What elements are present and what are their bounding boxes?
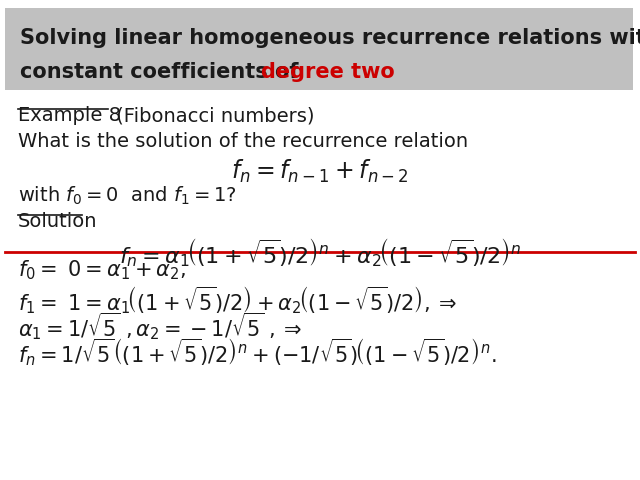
- Text: $f_0 = \ 0 = \alpha_1 + \alpha_2,$: $f_0 = \ 0 = \alpha_1 + \alpha_2,$: [18, 258, 186, 282]
- Text: Solution: Solution: [18, 212, 97, 231]
- Text: $f_n = \alpha_1\!\left((1+\sqrt{5})/2\right)^n + \alpha_2\!\left((1-\sqrt{5})/2\: $f_n = \alpha_1\!\left((1+\sqrt{5})/2\ri…: [118, 236, 522, 269]
- Text: $f_n = f_{n-1} + f_{n-2}$: $f_n = f_{n-1} + f_{n-2}$: [231, 158, 409, 185]
- Text: (Fibonacci numbers): (Fibonacci numbers): [110, 106, 314, 125]
- FancyBboxPatch shape: [5, 8, 633, 90]
- Text: Solving linear homogeneous recurrence relations with: Solving linear homogeneous recurrence re…: [20, 28, 640, 48]
- Text: degree two: degree two: [261, 62, 395, 82]
- Text: What is the solution of the recurrence relation: What is the solution of the recurrence r…: [18, 132, 468, 151]
- Text: constant coefficients of: constant coefficients of: [20, 62, 306, 82]
- Text: Example 8: Example 8: [18, 106, 121, 125]
- Text: $f_n = 1/\sqrt{5}\left((1+\sqrt{5})/2\right)^n + (-1/\sqrt{5})\!\left((1-\sqrt{5: $f_n = 1/\sqrt{5}\left((1+\sqrt{5})/2\ri…: [18, 336, 497, 368]
- Text: with $f_0 = 0$  and $f_1 = 1$?: with $f_0 = 0$ and $f_1 = 1$?: [18, 185, 237, 207]
- Text: $\alpha_1 = 1/\sqrt{5}\ ,\alpha_2 = -1/\sqrt{5}\ , \Rightarrow$: $\alpha_1 = 1/\sqrt{5}\ ,\alpha_2 = -1/\…: [18, 310, 302, 342]
- Text: $f_1 = \ 1 = \alpha_1\!\left((1+\sqrt{5})/2\right) + \alpha_2\!\left((1-\sqrt{5}: $f_1 = \ 1 = \alpha_1\!\left((1+\sqrt{5}…: [18, 284, 456, 316]
